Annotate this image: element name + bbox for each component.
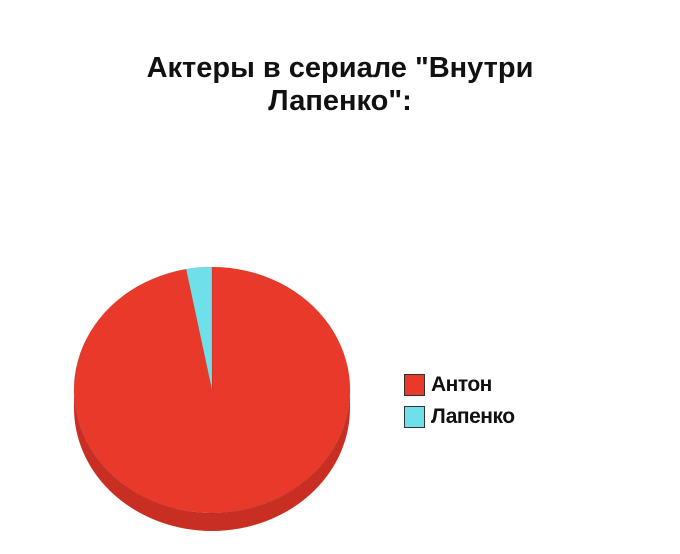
legend-swatch-lapenko xyxy=(404,406,425,428)
legend-label-anton: Антон xyxy=(431,373,492,396)
legend-label-lapenko: Лапенко xyxy=(431,405,515,428)
title-line-1: Актеры в сериале "Внутри xyxy=(146,52,534,84)
pie-slice-1 xyxy=(185,266,213,391)
legend-item-anton: Антон xyxy=(404,373,492,397)
legend-item-lapenko: Лапенко xyxy=(404,405,515,429)
pie-slice-0 xyxy=(73,266,351,514)
title-line-2: Лапенко": xyxy=(268,85,412,117)
legend-swatch-anton xyxy=(404,374,425,396)
chart-title: Актеры в сериале "Внутри Лапенко": xyxy=(0,52,680,118)
